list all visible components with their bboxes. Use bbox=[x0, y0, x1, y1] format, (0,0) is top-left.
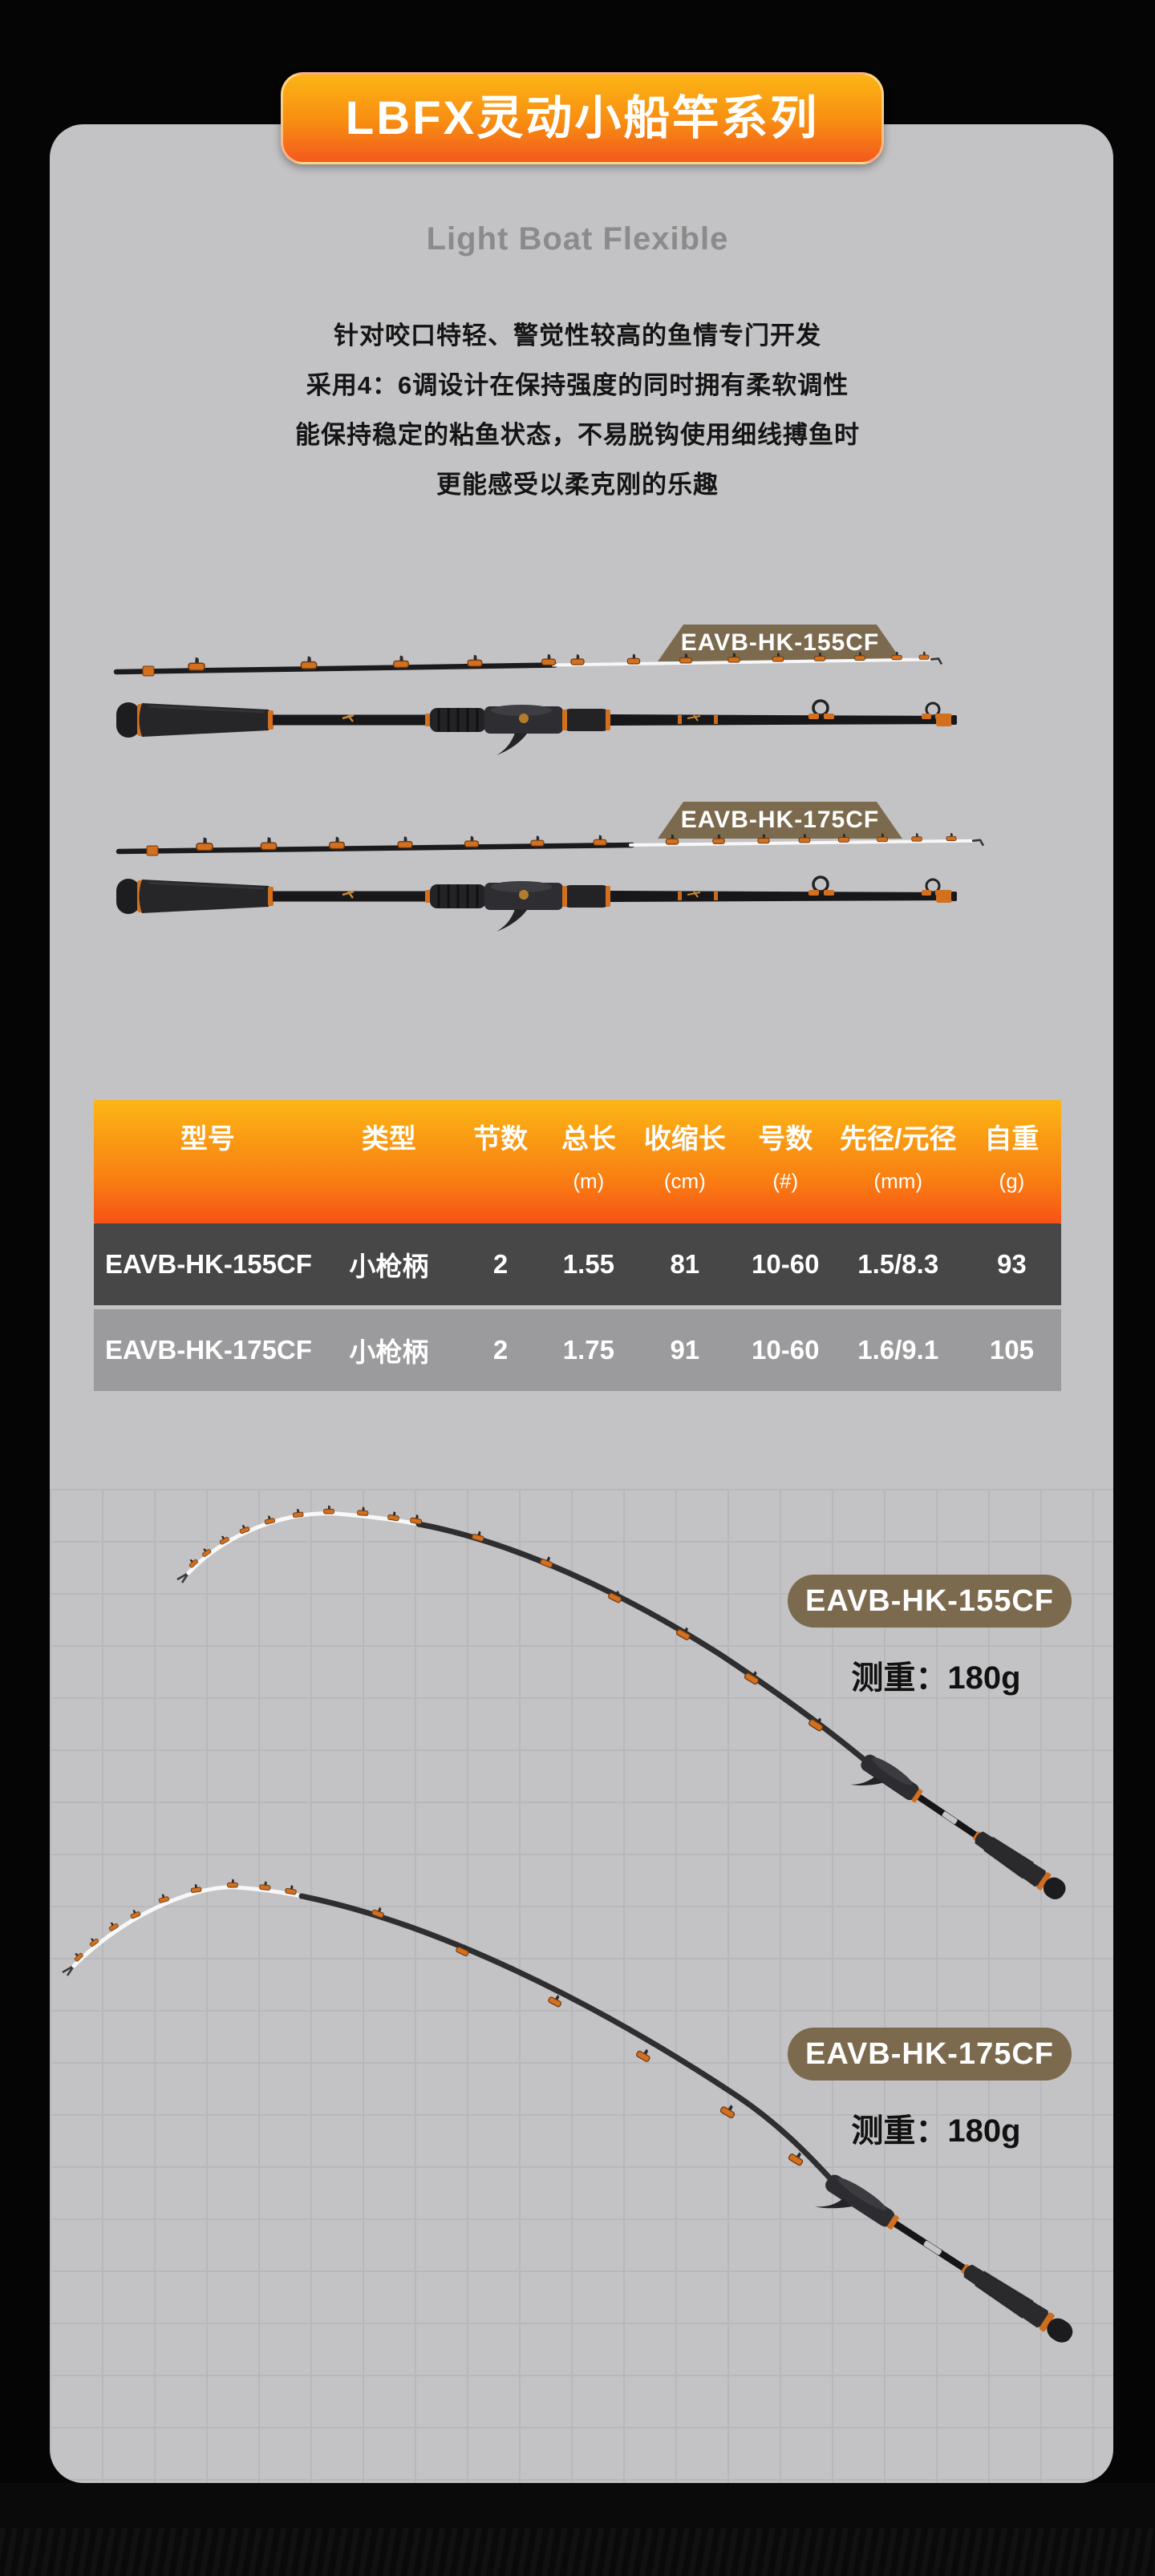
bottom-texture-band bbox=[0, 2483, 1155, 2576]
col-closed-length: 收缩长 bbox=[643, 1124, 726, 1155]
weight-test-model-175: EAVB-HK-175CF bbox=[788, 2028, 1072, 2081]
series-subtitle: Light Boat Flexible bbox=[426, 221, 729, 257]
weight-test-result-155: 测重：180g bbox=[851, 1660, 1021, 1696]
description-line: 采用4：6调设计在保持强度的同时拥有柔软调性 bbox=[306, 371, 849, 399]
spec-table-header: 型号 类型 节数 总长 (m) 收缩长 (cm) 号数 (#) 先径/元径 (mm) 自… bbox=[94, 1100, 1061, 1223]
series-description: 针对咬口特轻、警觉性较高的鱼情专门开发 采用4：6调设计在保持强度的同时拥有柔软… bbox=[0, 311, 1155, 510]
description-line: 能保持稳定的粘鱼状态，不易脱钩使用细线搏鱼时 bbox=[295, 421, 860, 449]
series-title: LBFX灵动小船竿系列 bbox=[345, 92, 820, 144]
col-weight: 自重 bbox=[984, 1124, 1040, 1155]
description-line: 针对咬口特轻、警觉性较高的鱼情专门开发 bbox=[334, 321, 821, 350]
spec-table: 型号 类型 节数 总长 (m) 收缩长 (cm) 号数 (#) 先径/元径 (mm) 自… bbox=[94, 1100, 1061, 1391]
grid-background bbox=[50, 1489, 1113, 2483]
col-rating: 号数 bbox=[758, 1124, 813, 1155]
col-model: 型号 bbox=[180, 1124, 235, 1155]
table-row-155: EAVB-HK-155CF 小枪柄 2 1.55 81 10-60 1.5/8.… bbox=[94, 1223, 1061, 1305]
col-diameter: 先径/元径 bbox=[840, 1124, 957, 1155]
model-label-175: EAVB-HK-175CF bbox=[658, 802, 902, 839]
col-length: 总长 bbox=[561, 1124, 616, 1155]
description-line: 更能感受以柔克刚的乐趣 bbox=[436, 471, 719, 499]
col-sections: 节数 bbox=[473, 1124, 529, 1155]
weight-test-result-175: 测重：180g bbox=[851, 2113, 1021, 2149]
col-type: 类型 bbox=[361, 1124, 416, 1155]
series-title-badge: LBFX灵动小船竿系列 bbox=[281, 72, 884, 164]
model-label-155: EAVB-HK-155CF bbox=[658, 625, 902, 661]
table-row-175: EAVB-HK-175CF 小枪柄 2 1.75 91 10-60 1.6/9.… bbox=[94, 1309, 1061, 1391]
weight-test-model-155: EAVB-HK-155CF bbox=[788, 1575, 1072, 1628]
